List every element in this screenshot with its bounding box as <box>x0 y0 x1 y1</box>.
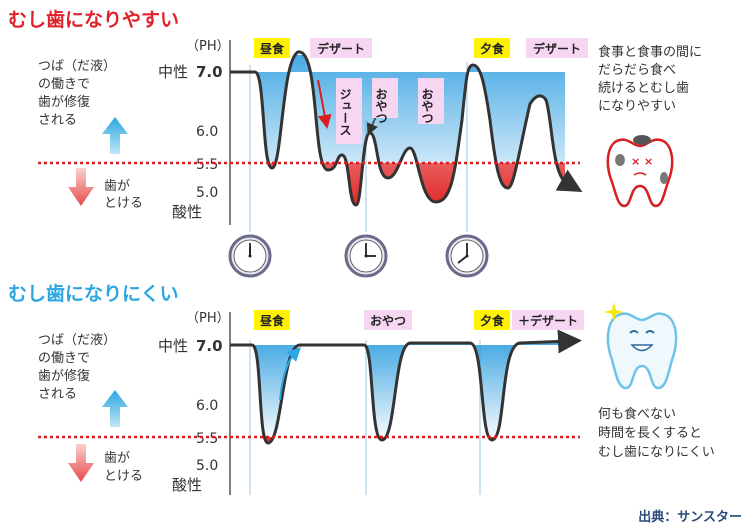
bottom-title: むし歯になりにくい <box>8 282 179 305</box>
bottom-note-line-1: 何も食べない <box>598 406 676 422</box>
top-event-snack2: おやつ <box>420 88 434 124</box>
bottom-ph-label: （PH） <box>186 311 230 326</box>
top-repair-line-2: の働きで <box>38 77 90 92</box>
bottom-down-arrow-icon <box>68 444 94 482</box>
top-event-juice-box <box>336 78 362 144</box>
clock-1-icon <box>228 234 272 278</box>
bottom-event-snack-box <box>364 310 412 330</box>
top-acidic-label: 酸性 <box>172 203 202 221</box>
top-melt-line-2: とける <box>104 196 143 211</box>
bottom-tick-5: 5.0 <box>196 458 218 474</box>
decayed-tooth-icon: × × <box>606 135 674 208</box>
bottom-up-arrow-icon <box>102 390 128 427</box>
top-event-dessert2: デザート <box>533 41 581 56</box>
top-repair-line-4: される <box>38 113 77 128</box>
top-drop-arrow-icon <box>317 79 332 129</box>
bottom-section: むし歯になりにくい （PH） 中性 酸性 7.0 6.0 5.5 5.0 つば（… <box>8 282 715 495</box>
bottom-note-line-3: むし歯になりにくい <box>598 445 715 460</box>
top-event-dessert2-box <box>526 38 588 58</box>
top-tick-6: 6.0 <box>196 124 218 140</box>
bottom-tick-6: 6.0 <box>196 398 218 414</box>
bottom-note-line-2: 時間を長くすると <box>598 426 702 441</box>
top-event-snack1: おやつ <box>374 88 388 124</box>
bottom-tick-5-5: 5.5 <box>196 431 218 447</box>
bottom-ph-curve <box>230 329 582 445</box>
top-neutral-label: 中性 <box>158 63 188 81</box>
top-event-snack2-box <box>418 78 444 124</box>
top-repair-line-1: つば（だ液） <box>38 59 116 74</box>
top-note-line-2: だらだら食べ <box>598 62 676 78</box>
top-tick-5-5: 5.5 <box>196 157 218 173</box>
bottom-event-lunch: 昼食 <box>259 313 285 328</box>
top-ph-label: （PH） <box>186 39 230 54</box>
top-section: むし歯になりやすい （PH） 中性 酸性 7.0 6.0 5.5 5.0 つば（… <box>8 8 702 232</box>
bottom-repair-line-2: の働きで <box>38 351 90 366</box>
bottom-event-dessert: ＋デザート <box>518 313 578 328</box>
top-down-arrow-icon <box>68 168 94 206</box>
top-event-dessert-box <box>310 38 372 58</box>
top-ph-curve <box>230 50 583 207</box>
top-event-dinner: 夕食 <box>480 41 505 56</box>
bottom-tick-7: 7.0 <box>196 337 223 355</box>
bottom-event-dinner: 夕食 <box>480 313 505 328</box>
top-note-line-3: 続けるとむし歯 <box>598 81 689 96</box>
healthy-tooth-icon <box>604 302 678 390</box>
clock-2-icon <box>344 234 388 278</box>
source-credit: 出典：サンスター <box>638 509 742 525</box>
top-melt-line-1: 歯が <box>104 179 130 194</box>
bottom-event-dinner-box <box>474 310 510 330</box>
svg-text:×: × <box>631 155 640 168</box>
bottom-event-lunch-box <box>254 310 290 330</box>
clock-3-icon <box>445 234 489 278</box>
bottom-melt-line-2: とける <box>104 469 143 484</box>
bottom-recovery-arrow-icon <box>279 347 301 401</box>
top-note-line-4: になりやすい <box>598 99 676 114</box>
bottom-repair-line-3: 歯が修復 <box>38 368 90 384</box>
top-tick-5: 5.0 <box>196 185 218 201</box>
bottom-event-snack: おやつ <box>370 314 406 328</box>
top-tick-7: 7.0 <box>196 63 223 81</box>
top-event-lunch: 昼食 <box>259 41 285 56</box>
top-up-arrow-icon <box>102 117 128 154</box>
top-event-dinner-box <box>474 38 510 58</box>
top-event-juice: ジュース <box>338 88 352 136</box>
top-repair-line-3: 歯が修復 <box>38 94 90 110</box>
top-note-line-1: 食事と食事の間に <box>598 44 702 60</box>
bottom-melt-line-1: 歯が <box>104 451 130 466</box>
bottom-event-dessert-box <box>512 310 584 330</box>
top-event-dessert: デザート <box>317 41 365 56</box>
bottom-repair-line-4: される <box>38 387 77 402</box>
top-title: むし歯になりやすい <box>8 8 179 31</box>
bottom-neutral-label: 中性 <box>158 337 188 355</box>
svg-text:×: × <box>644 155 653 168</box>
top-event-lunch-box <box>254 38 290 58</box>
bottom-repair-line-1: つば（だ液） <box>38 333 116 348</box>
bottom-acidic-label: 酸性 <box>172 476 202 494</box>
top-event-snack1-box <box>372 78 398 118</box>
